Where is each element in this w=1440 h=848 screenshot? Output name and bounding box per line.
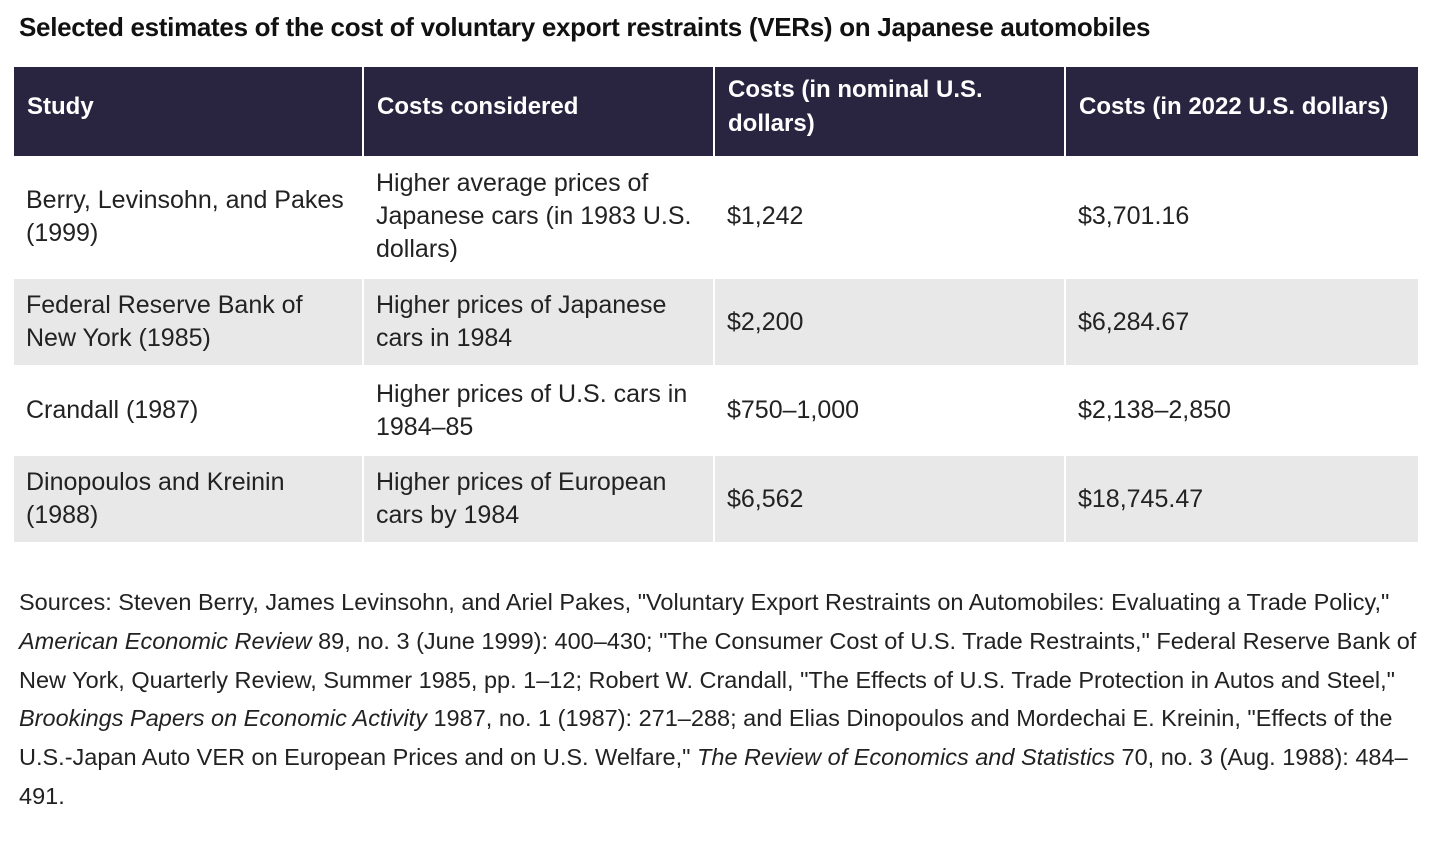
column-header-costs-considered: Costs considered xyxy=(364,67,715,156)
cell-nominal-cost: $1,242 xyxy=(715,156,1066,277)
cell-study: Crandall (1987) xyxy=(14,365,364,454)
table-row: Berry, Levinsohn, and Pakes (1999) Highe… xyxy=(14,156,1418,277)
table-row: Dinopoulos and Kreinin (1988) Higher pri… xyxy=(14,454,1418,542)
column-header-2022-costs: Costs (in 2022 U.S. dollars) xyxy=(1066,67,1418,156)
table-title: Selected estimates of the cost of volunt… xyxy=(19,12,1151,42)
cell-nominal-cost: $6,562 xyxy=(715,454,1066,542)
sources-text-1: Sources: Steven Berry, James Levinsohn, … xyxy=(19,589,1390,615)
cell-study: Dinopoulos and Kreinin (1988) xyxy=(14,454,364,542)
sources-text-2: 89, no. 3 (June 1999): 400–430; "The Con… xyxy=(19,627,1417,693)
cell-study: Berry, Levinsohn, and Pakes (1999) xyxy=(14,156,364,277)
cell-nominal-cost: $750–1,000 xyxy=(715,365,1066,454)
header-row: Study Costs considered Costs (in nominal… xyxy=(14,67,1418,156)
sources-journal-2: Brookings Papers on Economic Activity xyxy=(19,705,427,732)
cell-2022-cost: $2,138–2,850 xyxy=(1066,365,1418,454)
sources-journal-3: The Review of Economics and Statistics xyxy=(697,744,1115,771)
cell-costs-considered: Higher prices of European cars by 1984 xyxy=(364,454,715,542)
sources-note: Sources: Steven Berry, James Levinsohn, … xyxy=(19,583,1424,816)
sources-journal-1: American Economic Review xyxy=(19,627,312,654)
sources-text-3: 1987, no. 1 (1987): 271–288; and Elias D… xyxy=(19,705,1393,771)
sources-text-4: 70, no. 3 (Aug. 1988): 484–491. xyxy=(19,744,1408,809)
cell-costs-considered: Higher average prices of Japanese cars (… xyxy=(364,156,715,277)
data-table: Study Costs considered Costs (in nominal… xyxy=(14,67,1418,542)
table-header: Study Costs considered Costs (in nominal… xyxy=(14,67,1418,156)
cell-2022-cost: $6,284.67 xyxy=(1066,277,1418,365)
column-header-nominal-costs: Costs (in nominal U.S. dollars) xyxy=(715,67,1066,156)
cell-costs-considered: Higher prices of U.S. cars in 1984–85 xyxy=(364,365,715,454)
cell-nominal-cost: $2,200 xyxy=(715,277,1066,365)
cell-2022-cost: $18,745.47 xyxy=(1066,454,1418,542)
cell-2022-cost: $3,701.16 xyxy=(1066,156,1418,277)
table-row: Crandall (1987) Higher prices of U.S. ca… xyxy=(14,365,1418,454)
column-header-study: Study xyxy=(14,67,364,156)
cell-study: Federal Reserve Bank of New York (1985) xyxy=(14,277,364,365)
table-body: Berry, Levinsohn, and Pakes (1999) Highe… xyxy=(14,156,1418,542)
table-row: Federal Reserve Bank of New York (1985) … xyxy=(14,277,1418,365)
cell-costs-considered: Higher prices of Japanese cars in 1984 xyxy=(364,277,715,365)
